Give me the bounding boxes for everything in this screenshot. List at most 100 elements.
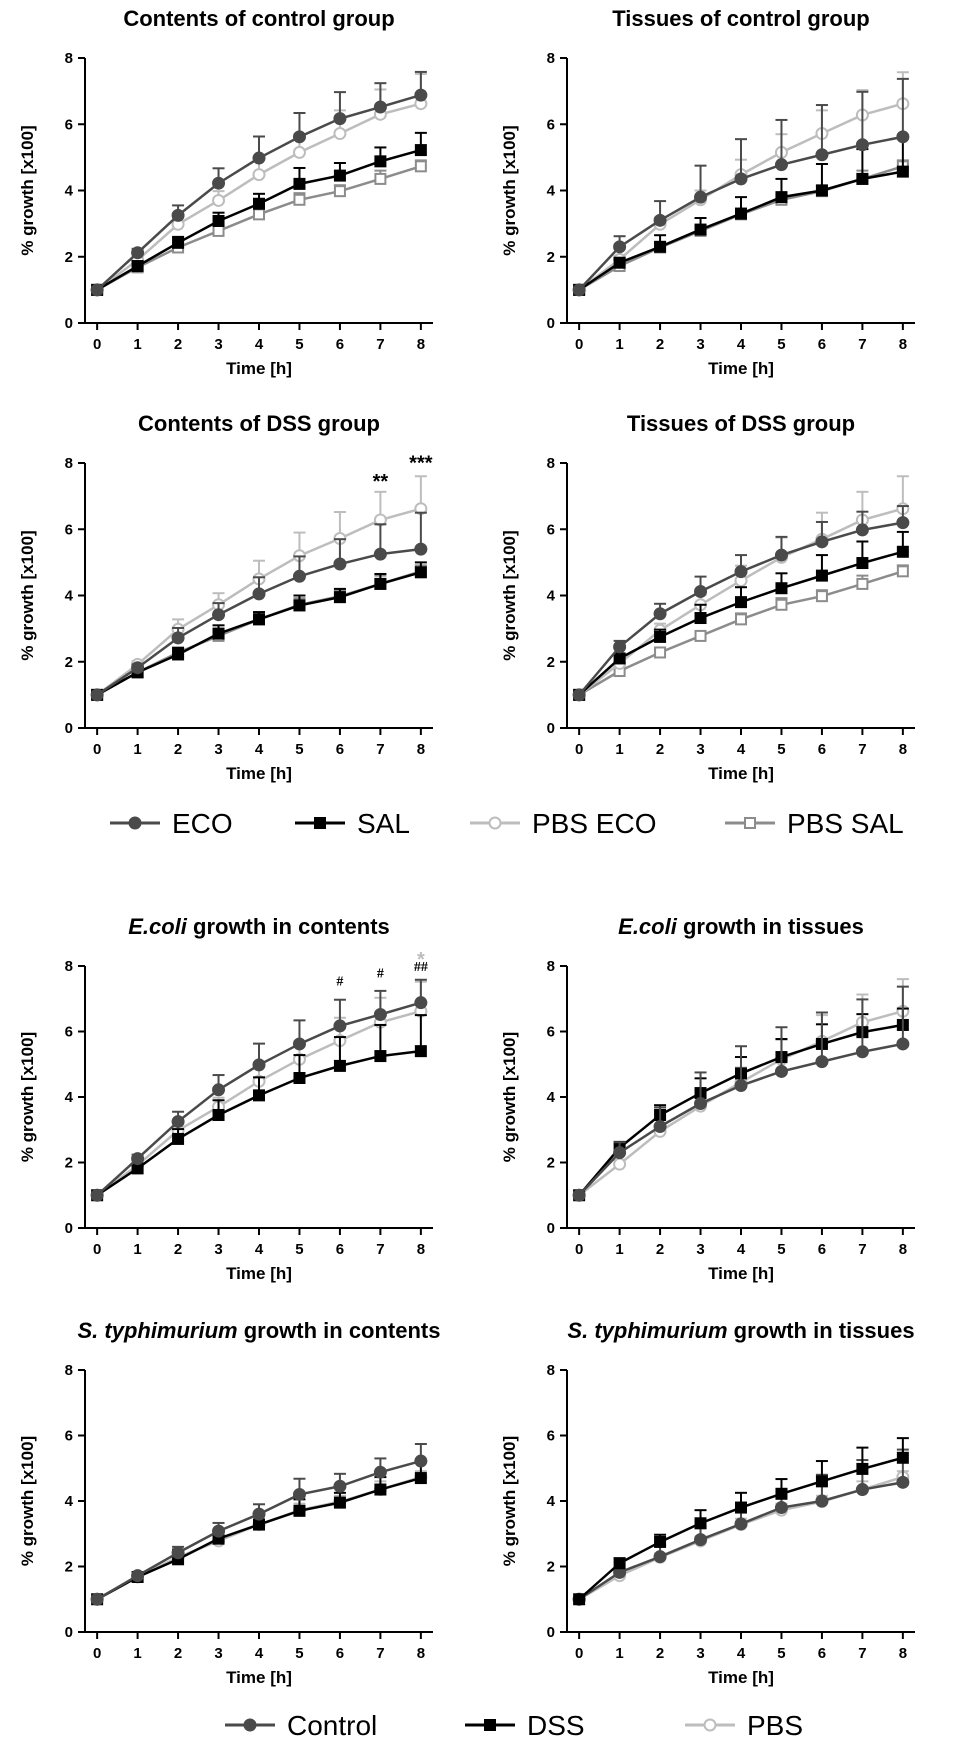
x-tick-label: 1 [133, 336, 141, 353]
x-tick-label: 6 [818, 1241, 826, 1258]
x-axis-label: Time [h] [708, 359, 774, 378]
legend-item-eco: ECO [110, 808, 233, 839]
data-point [333, 185, 346, 198]
y-tick-label: 4 [547, 588, 556, 605]
significance-annotation: *** [409, 453, 433, 475]
y-tick-label: 4 [65, 1089, 74, 1106]
y-tick-label: 0 [547, 315, 555, 332]
y-tick-label: 0 [547, 1220, 555, 1237]
x-tick-label: 0 [93, 336, 101, 353]
chart-title: Tissues of control group [612, 6, 870, 31]
x-tick-label: 5 [777, 336, 785, 353]
data-point [414, 996, 428, 1010]
x-tick-label: 1 [615, 741, 623, 758]
y-tick-label: 6 [547, 1024, 555, 1041]
x-tick-label: 6 [336, 1645, 344, 1662]
x-tick-label: 6 [818, 336, 826, 353]
y-tick-label: 2 [547, 654, 555, 671]
data-point [90, 283, 104, 297]
data-point [613, 256, 626, 269]
chart-title: Contents of control group [123, 6, 394, 31]
legend-item-pbs-eco: PBS ECO [470, 808, 656, 839]
data-point [333, 591, 346, 604]
data-point [374, 1483, 387, 1496]
data-point [414, 1472, 427, 1485]
legend-label: ECO [172, 808, 233, 839]
data-point [414, 566, 427, 579]
data-point [90, 1592, 104, 1606]
data-point [774, 1501, 788, 1515]
x-tick-label: 0 [575, 1645, 583, 1662]
x-tick-label: 3 [696, 741, 704, 758]
chart-title-italic: E.coli [128, 914, 188, 939]
data-point [694, 585, 708, 599]
y-tick-label: 0 [547, 720, 555, 737]
series-line [96, 1475, 422, 1601]
y-tick-label: 2 [65, 654, 73, 671]
y-axis-label: % growth [x100] [18, 125, 37, 255]
chart-title: S. typhimurium growth in tissues [567, 1318, 914, 1343]
data-point [212, 627, 225, 640]
x-tick-label: 0 [93, 1241, 101, 1258]
x-tick-label: 2 [174, 1241, 182, 1258]
data-point [212, 1083, 226, 1097]
data-point [252, 1507, 266, 1521]
data-point [212, 176, 226, 190]
data-point [252, 168, 266, 182]
x-tick-label: 1 [133, 741, 141, 758]
x-tick-label: 4 [255, 1241, 264, 1258]
data-point [172, 1132, 185, 1145]
y-tick-label: 6 [547, 116, 555, 133]
legend-marker [484, 1719, 496, 1731]
data-point [735, 613, 747, 626]
series-line [96, 1009, 422, 1197]
data-point [333, 169, 346, 182]
data-point [131, 1569, 145, 1583]
series-control [572, 985, 910, 1202]
data-point [855, 1483, 869, 1497]
data-point [613, 640, 627, 654]
legend-marker [703, 1718, 717, 1732]
x-tick-label: 2 [656, 1645, 664, 1662]
x-tick-label: 7 [376, 1241, 384, 1258]
y-tick-label: 4 [547, 183, 556, 200]
data-point [414, 88, 428, 102]
data-point [333, 1019, 347, 1033]
chart-title: E.coli growth in tissues [618, 914, 864, 939]
chart-title-italic: E.coli [618, 914, 678, 939]
y-axis-label: % growth [x100] [500, 1032, 519, 1162]
legend-1: ECO SAL PBS ECO PBS SAL [110, 808, 904, 839]
x-tick-label: 0 [575, 741, 583, 758]
x-tick-label: 0 [575, 336, 583, 353]
data-point [613, 1557, 626, 1570]
x-tick-label: 8 [899, 336, 907, 353]
y-tick-label: 2 [547, 1559, 555, 1576]
data-point [333, 1496, 346, 1509]
y-axis-label: % growth [x100] [500, 530, 519, 660]
y-axis-label: % growth [x100] [18, 1032, 37, 1162]
chart-title: E.coli growth in contents [128, 914, 390, 939]
data-point [171, 1546, 185, 1560]
data-point [653, 607, 667, 621]
data-point [694, 1097, 708, 1111]
data-point [414, 144, 427, 157]
y-axis-label: % growth [x100] [500, 125, 519, 255]
chart-panel-2: Tissues of control group 0 2 4 6 8 0 1 2 3 4 5 6 7 8 Ti… [500, 6, 915, 378]
x-axis-label: Time [h] [708, 1264, 774, 1283]
data-point [855, 138, 869, 152]
y-tick-label: 8 [547, 1362, 555, 1379]
x-tick-label: 5 [295, 336, 303, 353]
significance-annotation: # [336, 975, 343, 990]
chart-panel-8: S. typhimurium growth in tissues 0 2 4 6 8 0 1 2… [500, 1318, 915, 1687]
data-point [896, 1475, 910, 1489]
data-point [374, 1050, 387, 1063]
x-tick-label: 4 [255, 336, 264, 353]
chart-title-rest: growth in tissues [728, 1318, 915, 1343]
data-point [333, 1059, 346, 1072]
legend-marker [744, 817, 756, 829]
data-point [373, 100, 387, 114]
series-dss [573, 1007, 909, 1202]
series-eco [90, 511, 428, 702]
data-point [373, 547, 387, 561]
data-point [252, 587, 266, 601]
